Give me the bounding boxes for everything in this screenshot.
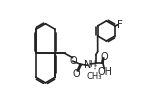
Text: N: N bbox=[84, 59, 92, 69]
Text: O: O bbox=[73, 69, 80, 78]
Text: F: F bbox=[117, 20, 123, 30]
Text: O: O bbox=[100, 51, 108, 61]
Text: OH: OH bbox=[97, 66, 112, 76]
Text: CH₃: CH₃ bbox=[87, 71, 102, 80]
Text: O: O bbox=[69, 56, 77, 66]
Text: H: H bbox=[89, 60, 95, 69]
